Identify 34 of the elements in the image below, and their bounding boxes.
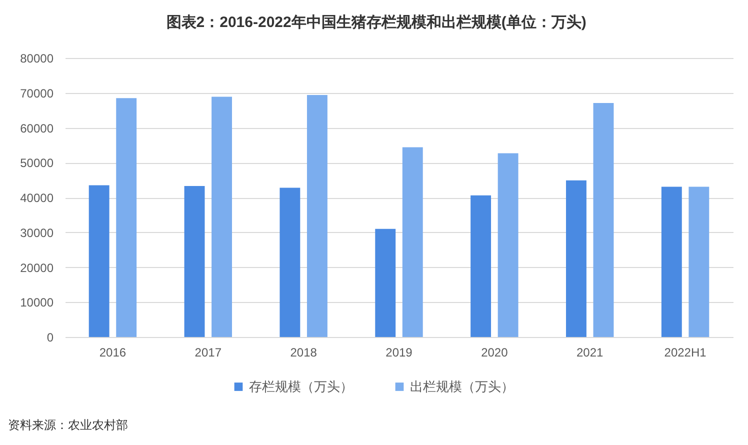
text: 资料来源：农业农村部	[8, 417, 128, 434]
bar	[88, 185, 110, 337]
legend-label: 出栏规模（万头）	[410, 378, 514, 394]
bar	[688, 186, 710, 337]
y-tick-label: 70000	[20, 86, 54, 100]
x-tick-label: 2020	[481, 346, 508, 360]
bar	[306, 94, 328, 337]
bar	[280, 188, 300, 337]
y-tick-label: 10000	[20, 296, 54, 310]
y-tick-label: 80000	[20, 52, 54, 66]
x-tick-label: 2019	[386, 346, 413, 360]
bar	[184, 186, 205, 337]
x-tick-label: 2018	[290, 346, 318, 360]
legend-label: 存栏规模（万头）	[249, 378, 353, 394]
y-tick-label: 30000	[20, 226, 54, 240]
y-tick-label: 0	[46, 330, 54, 344]
bar	[116, 98, 137, 337]
bar	[212, 96, 232, 337]
y-tick-label: 60000	[20, 121, 54, 136]
y-tick-label: 20000	[20, 260, 54, 275]
bar	[470, 195, 492, 337]
x-tick-label: 2021	[576, 346, 604, 360]
bar	[566, 180, 586, 337]
bar	[593, 102, 614, 337]
bar	[661, 186, 682, 337]
bar	[402, 147, 423, 337]
bar	[375, 228, 396, 337]
chart-title: 图表2：2016-2022年中国生猪存栏规模和出栏规模(单位：万头)	[166, 14, 586, 31]
x-tick-label: 2017	[194, 346, 222, 360]
x-tick-label: 2022H1	[664, 346, 707, 360]
bar	[498, 153, 518, 337]
x-tick-label: 2016	[99, 346, 126, 360]
y-tick-label: 40000	[20, 191, 54, 205]
y-tick-label: 50000	[20, 156, 54, 170]
